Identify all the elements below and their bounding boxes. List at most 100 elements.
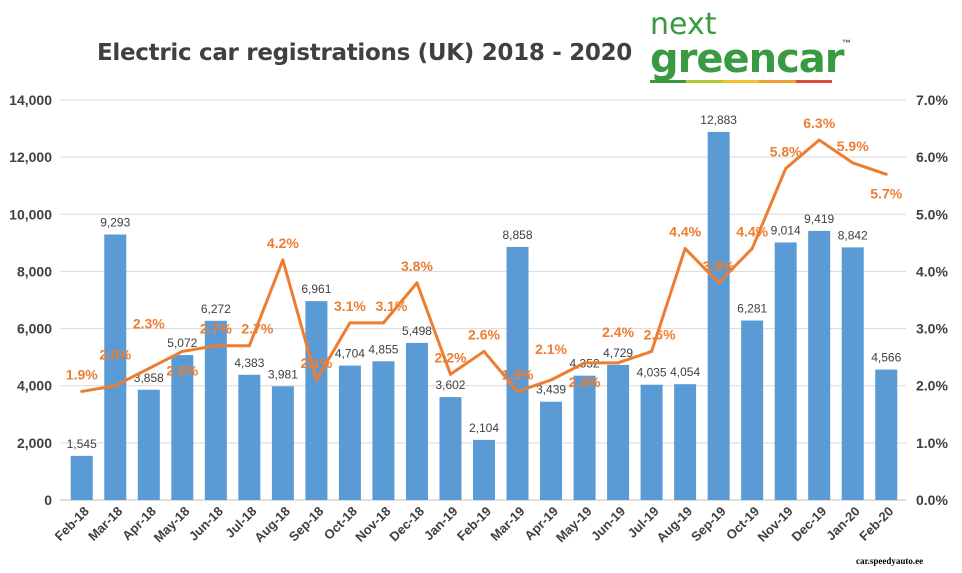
bar <box>372 361 395 500</box>
line-data-label: 2.4% <box>602 324 634 340</box>
line-data-label: 2.1% <box>535 341 567 357</box>
bar-data-label: 6,281 <box>737 302 767 316</box>
line-point <box>415 281 419 285</box>
y-left-tick-label: 12,000 <box>9 149 52 165</box>
bar <box>774 242 797 500</box>
line-data-label: 2.7% <box>241 321 273 337</box>
bar <box>540 401 563 500</box>
logo-tm: ™ <box>842 38 851 48</box>
x-tick-label: Dec-18 <box>386 504 427 545</box>
line-point <box>583 361 587 365</box>
line-point <box>683 247 687 251</box>
logo-line1: next <box>650 7 717 42</box>
x-tick-label: Sep-18 <box>286 504 327 545</box>
bar-data-label: 4,704 <box>335 347 365 361</box>
bar <box>104 234 127 500</box>
logo-bar-segment <box>722 80 760 83</box>
x-tick-label: Mar-18 <box>85 504 125 544</box>
line-point <box>448 372 452 376</box>
x-tick-label: May-18 <box>151 504 193 546</box>
line-data-label: 3.1% <box>375 298 407 314</box>
y-left-tick-label: 0 <box>44 492 52 508</box>
line-point <box>80 389 84 393</box>
bar-data-label: 3,981 <box>268 367 298 381</box>
line-point <box>281 258 285 262</box>
y-right-tick-label: 4.0% <box>916 263 948 279</box>
line-point <box>516 389 520 393</box>
y-right-tick-label: 3.0% <box>916 321 948 337</box>
line-point <box>650 349 654 353</box>
line-data-label: 5.7% <box>870 185 902 201</box>
bar-data-label: 8,858 <box>503 228 533 242</box>
bar-data-label: 5,498 <box>402 324 432 338</box>
line-data-label: 2.6% <box>166 362 198 378</box>
bar <box>238 374 261 500</box>
bar <box>741 320 764 500</box>
line-data-label: 3.8% <box>401 258 433 274</box>
line-data-label: 5.8% <box>770 144 802 160</box>
y-left-tick-label: 4,000 <box>17 378 52 394</box>
bar <box>841 247 864 500</box>
bar <box>506 246 529 500</box>
bar <box>171 355 194 500</box>
line-data-label: 5.9% <box>837 138 869 154</box>
bar-data-label: 4,729 <box>603 346 633 360</box>
bar-data-label: 4,566 <box>871 351 901 365</box>
line-data-label: 4.4% <box>736 224 768 240</box>
line-point <box>482 349 486 353</box>
x-tick-label: Mar-19 <box>487 504 527 544</box>
line-point <box>113 384 117 388</box>
bar <box>338 365 361 500</box>
bar <box>70 455 93 500</box>
x-tick-label: Jan-20 <box>823 504 863 544</box>
line-point <box>549 378 553 382</box>
line-data-label: 3.1% <box>334 298 366 314</box>
bar-data-label: 6,961 <box>301 282 331 296</box>
y-left-tick-label: 14,000 <box>9 92 52 108</box>
logo-bar-segment <box>686 80 723 83</box>
bar <box>439 397 462 500</box>
bar-data-label: 2,104 <box>469 421 499 435</box>
bar-data-label: 8,842 <box>838 228 868 242</box>
bar-data-label: 4,035 <box>637 366 667 380</box>
line-point <box>616 361 620 365</box>
chart-title: Electric car registrations (UK) 2018 - 2… <box>97 40 633 66</box>
bar-data-label: 9,419 <box>804 212 834 226</box>
x-tick-label: Jun-18 <box>186 504 226 544</box>
x-tick-label: Feb-19 <box>454 504 494 544</box>
x-tick-label: Feb-20 <box>856 504 896 544</box>
line-point <box>750 247 754 251</box>
bar <box>607 364 630 500</box>
bar <box>808 230 831 500</box>
nextgreencar-logo: next greencar ™ <box>650 7 851 83</box>
line-point <box>784 167 788 171</box>
y-left-tick-label: 8,000 <box>17 263 52 279</box>
x-tick-label: Jun-19 <box>588 504 628 544</box>
y-left-tick-label: 2,000 <box>17 435 52 451</box>
line-data-label: 2.4% <box>569 374 601 390</box>
line-data-label: 2.6% <box>644 326 676 342</box>
logo-bar-segment <box>795 80 833 83</box>
bar-data-label: 4,054 <box>670 365 700 379</box>
bar <box>305 301 328 500</box>
line-point <box>314 378 318 382</box>
bar <box>473 439 495 500</box>
bar-data-label: 3,602 <box>435 378 465 392</box>
x-tick-label: May-19 <box>553 504 595 546</box>
line-data-label: 4.4% <box>669 224 701 240</box>
bar <box>573 375 596 500</box>
bar <box>875 369 898 500</box>
line-point <box>214 344 218 348</box>
line-point <box>180 349 184 353</box>
bar <box>640 384 663 500</box>
bar-data-label: 4,383 <box>234 356 264 370</box>
line-data-label: 2.3% <box>133 316 165 332</box>
bar <box>707 131 730 500</box>
bar <box>271 386 294 500</box>
y-right-tick-label: 6.0% <box>916 149 948 165</box>
y-right-tick-label: 7.0% <box>916 92 948 108</box>
line-point <box>381 321 385 325</box>
line-data-label: 2.0% <box>99 347 131 363</box>
